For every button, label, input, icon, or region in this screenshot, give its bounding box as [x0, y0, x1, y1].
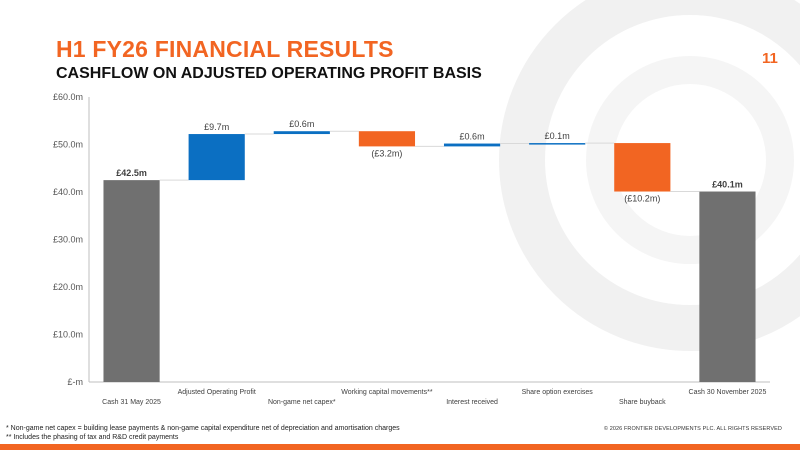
bar-increase	[188, 134, 245, 181]
y-tick-label: £50.0m	[53, 140, 83, 150]
bar-decrease	[358, 131, 416, 147]
footnote-working-capital: ** Includes the phasing of tax and R&D c…	[6, 434, 179, 441]
y-tick-label: £30.0m	[53, 235, 83, 245]
x-category-label: Share buyback	[619, 399, 666, 406]
x-category-label: Non-game net capex*	[268, 399, 336, 406]
bar-increase	[443, 143, 501, 147]
copyright-notice: © 2026 FRONTIER DEVELOPMENTS PLC. ALL RI…	[603, 426, 782, 432]
footnote-capex: * Non-game net capex = building lease pa…	[6, 425, 400, 432]
y-tick-label: £40.0m	[53, 187, 83, 197]
x-category-label: Cash 30 November 2025	[689, 389, 767, 396]
bottom-accent-bar	[0, 444, 800, 450]
bar-total	[103, 180, 160, 382]
data-label: £0.6m	[289, 119, 314, 129]
data-label: £0.1m	[545, 131, 570, 141]
x-category-label: Share option exercises	[522, 389, 594, 396]
x-category-label: Cash 31 May 2025	[102, 399, 161, 406]
y-tick-label: £10.0m	[53, 330, 83, 340]
bar-decrease	[614, 143, 671, 192]
page-number: 11	[762, 50, 778, 67]
data-label: £40.1m	[712, 180, 743, 190]
data-label: (£3.2m)	[371, 148, 402, 158]
x-category-label: Adjusted Operating Profit	[178, 389, 256, 396]
x-category-label: Interest received	[446, 399, 498, 406]
bar-increase	[529, 143, 586, 145]
y-tick-label: £-m	[68, 377, 84, 387]
page-subtitle: CASHFLOW ON ADJUSTED OPERATING PROFIT BA…	[56, 65, 482, 82]
y-tick-label: £60.0m	[53, 92, 83, 102]
y-tick-label: £20.0m	[53, 282, 83, 292]
x-category-label: Working capital movements**	[341, 389, 433, 396]
data-label: £9.7m	[204, 122, 229, 132]
bar-total	[699, 191, 756, 382]
data-label: £0.6m	[460, 132, 485, 142]
bar-increase	[273, 131, 330, 135]
data-label: £42.5m	[116, 168, 147, 178]
data-label: (£10.2m)	[624, 194, 660, 204]
page-title: H1 FY26 FINANCIAL RESULTS	[56, 36, 394, 62]
